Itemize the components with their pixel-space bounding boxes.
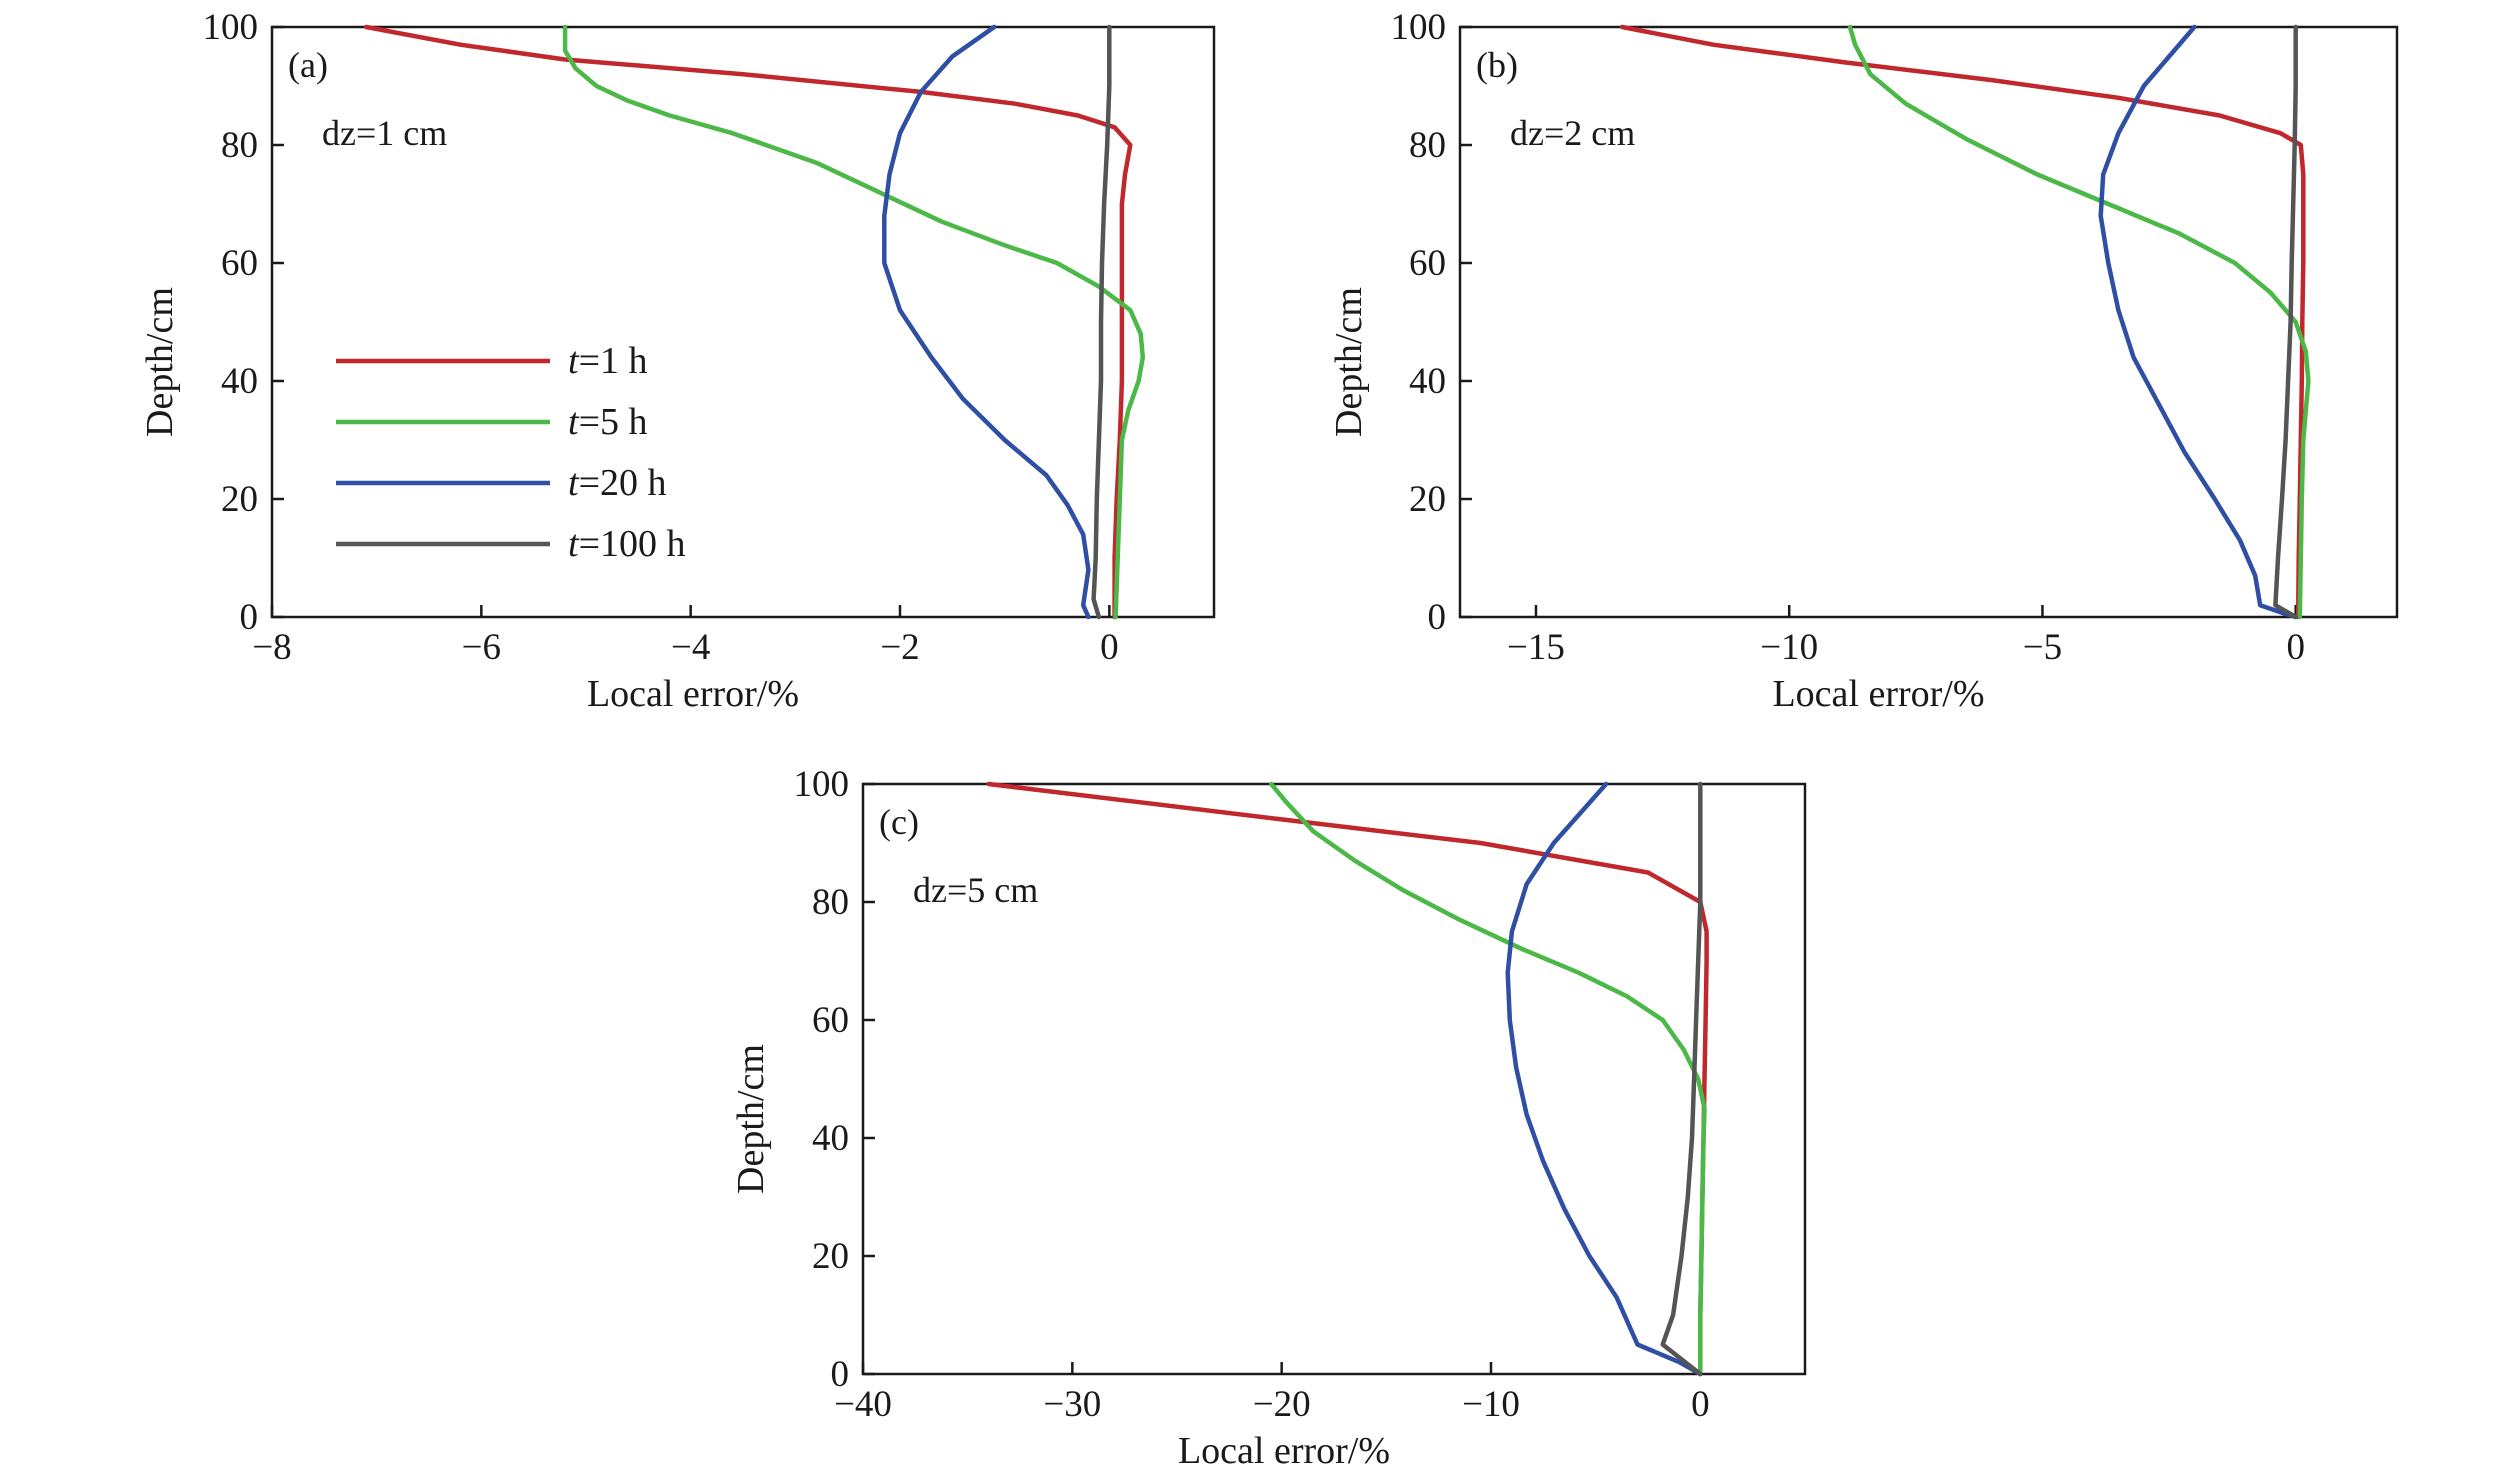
series-line-b-t-100h xyxy=(2273,24,2298,620)
legend-entry-t-100h: t=100 h xyxy=(568,523,686,565)
y-axis-label-b: Depth/cm xyxy=(1328,287,1370,437)
y-tick-label-b: 80 xyxy=(1409,125,1446,166)
legend-entry-t-5h: t=5 h xyxy=(568,401,648,443)
x-tick-label-c: −20 xyxy=(1253,1384,1311,1425)
x-axis-label-a: Local error/% xyxy=(587,673,799,715)
x-tick-label-c: 0 xyxy=(1691,1384,1710,1425)
x-tick-label-c: −40 xyxy=(834,1384,892,1425)
legend-entry-t-20h: t=20 h xyxy=(568,462,667,504)
x-tick-label-b: −15 xyxy=(1507,627,1565,668)
y-tick-label-a: 20 xyxy=(221,479,258,520)
series-line-a-t-100h xyxy=(1091,24,1112,620)
series-line-c-t-100h xyxy=(1660,781,1703,1377)
x-tick-label-a: −4 xyxy=(671,627,710,668)
y-axis-label-a: Depth/cm xyxy=(139,287,181,437)
series-line-b-t-20h xyxy=(2098,24,2298,620)
x-axis-label-c: Local error/% xyxy=(1178,1430,1390,1472)
x-tick-label-a: −8 xyxy=(252,627,291,668)
series-line-c-t-20h xyxy=(1505,781,1703,1377)
y-tick-label-c: 60 xyxy=(812,1000,849,1041)
y-tick-label-b: 100 xyxy=(1391,7,1447,48)
panel-a: 0 20 40 60 80 100 −8 −6 −4 −2 0 Local error/% Depth/… xyxy=(139,7,1216,715)
annotation-a: dz=1 cm xyxy=(322,113,447,153)
y-tick-label-a: 0 xyxy=(240,597,259,638)
x-tick-label-a: −2 xyxy=(880,627,919,668)
plot-frame-c xyxy=(861,782,1807,1376)
legend-entry-t-1h: t=1 h xyxy=(568,340,648,382)
panel-label-b: (b) xyxy=(1476,45,1518,85)
y-tick-label-b: 60 xyxy=(1409,243,1446,284)
panel-label-a: (a) xyxy=(288,45,328,85)
x-tick-label-b: 0 xyxy=(2286,627,2305,668)
y-tick-label-c: 100 xyxy=(794,764,850,805)
y-tick-label-a: 80 xyxy=(221,125,258,166)
series-line-b-t-5h xyxy=(1847,24,2311,620)
y-tick-label-a: 100 xyxy=(203,7,259,48)
series-line-a-t-20h xyxy=(882,24,1091,620)
x-tick-label-c: −30 xyxy=(1043,1384,1101,1425)
annotation-b: dz=2 cm xyxy=(1510,113,1635,153)
series-line-a-t-1h xyxy=(363,24,1133,620)
y-tick-label-b: 20 xyxy=(1409,479,1446,520)
x-tick-label-c: −10 xyxy=(1462,1384,1520,1425)
y-axis-label-c: Depth/cm xyxy=(730,1044,772,1194)
plot-frame-b xyxy=(1458,25,2399,619)
y-tick-label-c: 20 xyxy=(812,1236,849,1277)
x-axis-label-b: Local error/% xyxy=(1772,673,1984,715)
x-tick-label-b: −10 xyxy=(1760,627,1818,668)
y-tick-label-b: 0 xyxy=(1428,597,1447,638)
x-tick-label-a: 0 xyxy=(1100,627,1119,668)
x-tick-label-b: −5 xyxy=(2023,627,2062,668)
y-tick-label-a: 40 xyxy=(221,361,258,402)
series-line-a-t-5h xyxy=(562,24,1146,620)
y-tick-label-a: 60 xyxy=(221,243,258,284)
y-tick-label-c: 80 xyxy=(812,882,849,923)
x-tick-label-a: −6 xyxy=(462,627,501,668)
plot-frame-a xyxy=(270,25,1216,619)
y-tick-label-c: 0 xyxy=(831,1354,850,1395)
panel-b: 0 20 40 60 80 100 −15 −10 −5 0 Local error/% Depth/… xyxy=(1328,7,2399,715)
panel-c: 0 20 40 60 80 100 −40 −30 −20 −10 0 Local error/% De… xyxy=(730,764,1807,1472)
series-line-c-t-1h xyxy=(986,781,1709,1377)
y-tick-label-b: 40 xyxy=(1409,361,1446,402)
y-tick-label-c: 40 xyxy=(812,1118,849,1159)
annotation-c: dz=5 cm xyxy=(913,870,1038,910)
series-line-b-t-1h xyxy=(1619,24,2306,620)
series-line-c-t-5h xyxy=(1268,781,1707,1377)
panel-label-c: (c) xyxy=(879,802,919,842)
